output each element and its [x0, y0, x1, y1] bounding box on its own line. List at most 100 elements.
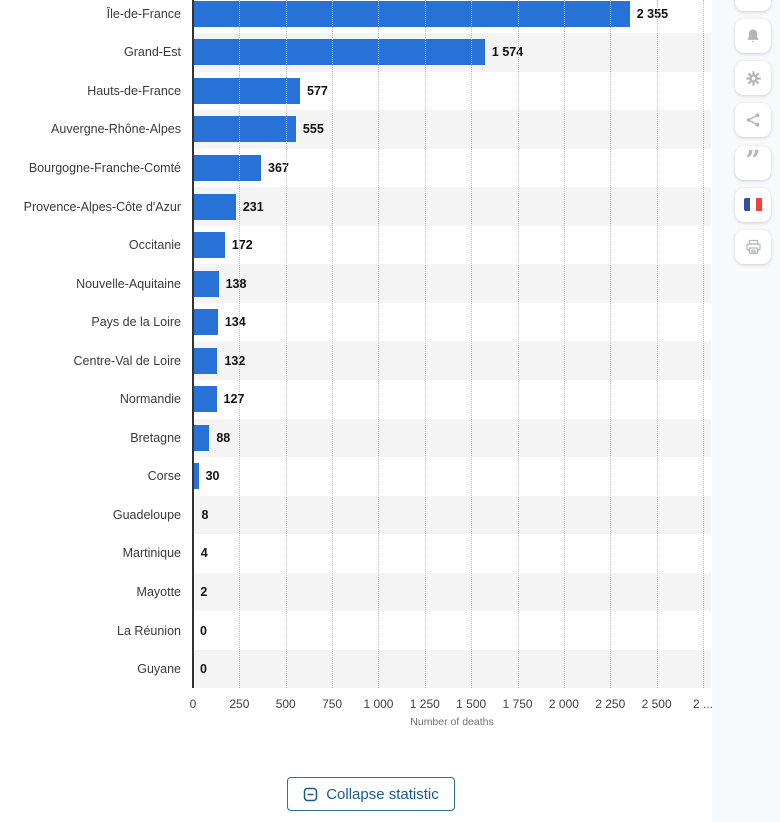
- gridline: [563, 0, 565, 688]
- category-label: Bourgogne-Franche-Comté: [28, 160, 181, 175]
- collapse-icon: [303, 787, 318, 802]
- value-label: 555: [302, 122, 324, 137]
- category-label: Guadeloupe: [112, 507, 181, 522]
- x-axis-title: Number of deaths: [410, 716, 494, 728]
- citation-button[interactable]: ”: [735, 145, 771, 180]
- bar[interactable]: [193, 347, 218, 374]
- category-label: Pays de la Loire: [91, 315, 181, 330]
- value-label: 88: [216, 430, 231, 445]
- settings-button[interactable]: [735, 61, 771, 96]
- gridline: [332, 0, 334, 688]
- x-tick-label: 1 000: [363, 697, 394, 711]
- chart-row: Guadeloupe 8: [0, 495, 712, 535]
- value-label: 8: [201, 507, 209, 522]
- x-tick-label: 1 250: [409, 697, 440, 711]
- category-label: Hauts-de-France: [87, 83, 181, 98]
- gridline: [656, 0, 658, 688]
- category-label: Guyane: [137, 662, 181, 677]
- partial-icon: [745, 0, 761, 2]
- x-tick-label: 1 750: [502, 697, 533, 711]
- bar[interactable]: [193, 154, 262, 181]
- chart-row: Centre-Val de Loire 132: [0, 341, 712, 380]
- value-label: 127: [223, 392, 245, 407]
- category-label: Mayotte: [136, 585, 181, 600]
- bar[interactable]: [193, 77, 300, 104]
- category-label: Auvergne-Rhône-Alpes: [51, 122, 181, 137]
- bar[interactable]: [193, 270, 219, 297]
- share-button[interactable]: [735, 103, 771, 138]
- printer-icon: [745, 239, 762, 255]
- row-stripe: [193, 418, 711, 458]
- category-label: Île-de-France: [106, 6, 181, 21]
- share-icon: [745, 112, 761, 128]
- partial-top-button[interactable]: [735, 0, 771, 11]
- gridline: [610, 0, 612, 688]
- bar[interactable]: [193, 232, 225, 259]
- category-label: Centre-Val de Loire: [73, 353, 181, 368]
- x-tick-label: 750: [322, 697, 343, 711]
- value-label: 367: [268, 160, 289, 175]
- bar[interactable]: [193, 0, 630, 27]
- x-tick-label: 500: [275, 697, 296, 711]
- chart-row: Île-de-France 2 355: [0, 0, 712, 33]
- bar[interactable]: [193, 116, 296, 143]
- value-label: 577: [307, 83, 328, 98]
- chart-row: Guyane 0: [0, 649, 712, 689]
- chart-row: Provence-Alpes-Côte d'Azur 231: [0, 187, 712, 226]
- category-label: Corse: [147, 469, 181, 484]
- chart-row: Hauts-de-France 577: [0, 72, 712, 111]
- chart-row: Normandie 127: [0, 380, 712, 419]
- value-label: 138: [225, 276, 247, 291]
- chart-row: Martinique 4: [0, 534, 712, 573]
- bar[interactable]: [193, 424, 210, 451]
- value-label: 172: [231, 238, 253, 253]
- chart-row: Occitanie 172: [0, 226, 712, 265]
- chart-row: Auvergne-Rhône-Alpes 555: [0, 110, 712, 149]
- gridline: [471, 0, 473, 688]
- gridline: [703, 0, 704, 688]
- bar[interactable]: [193, 39, 485, 66]
- row-stripe: [193, 264, 711, 303]
- bar-chart: Île-de-France 2 355 Grand-Est 1 574 Hauts-de…: [0, 0, 713, 728]
- value-label: 132: [224, 353, 246, 368]
- chart-row: Nouvelle-Aquitaine 138: [0, 264, 712, 303]
- bar[interactable]: [193, 386, 217, 413]
- x-tick-label: 0: [189, 697, 197, 711]
- category-label: Normandie: [119, 392, 181, 407]
- y-axis-line: [192, 0, 194, 688]
- gear-icon: [745, 70, 762, 87]
- chart-row: La Réunion 0: [0, 611, 712, 650]
- chart-row: Bretagne 88: [0, 418, 712, 458]
- quote-icon: ”: [745, 145, 761, 176]
- row-stripe: [193, 341, 711, 380]
- chart-row: Mayotte 2: [0, 572, 712, 612]
- chart-row: Corse 30: [0, 457, 712, 496]
- value-label: 0: [200, 662, 207, 677]
- value-label: 1 574: [491, 45, 524, 60]
- row-stripe: [193, 187, 711, 226]
- bar[interactable]: [193, 309, 218, 336]
- flag-france-icon: [743, 198, 763, 212]
- category-label: Provence-Alpes-Côte d'Azur: [23, 199, 181, 214]
- row-stripe: [193, 495, 711, 535]
- row-stripe: [193, 572, 711, 612]
- x-tick-label: 2 500: [641, 697, 672, 711]
- value-label: 0: [200, 623, 207, 638]
- gridline: [424, 0, 426, 688]
- print-button[interactable]: [735, 229, 771, 264]
- value-label: 134: [224, 315, 246, 330]
- value-label: 2 355: [636, 6, 669, 21]
- bar[interactable]: [193, 463, 199, 490]
- bar[interactable]: [193, 193, 236, 220]
- x-tick-label: 1 500: [456, 697, 487, 711]
- language-france-button[interactable]: [735, 187, 771, 222]
- collapse-statistic-button[interactable]: Collapse statistic: [287, 777, 455, 811]
- row-stripe: [193, 649, 711, 689]
- gridline: [285, 0, 287, 688]
- notifications-button[interactable]: [735, 19, 771, 54]
- x-tick-label: 2 250: [595, 697, 626, 711]
- chart-row: Grand-Est 1 574: [0, 33, 712, 72]
- category-label: Occitanie: [128, 238, 181, 253]
- value-label: 2: [200, 585, 208, 600]
